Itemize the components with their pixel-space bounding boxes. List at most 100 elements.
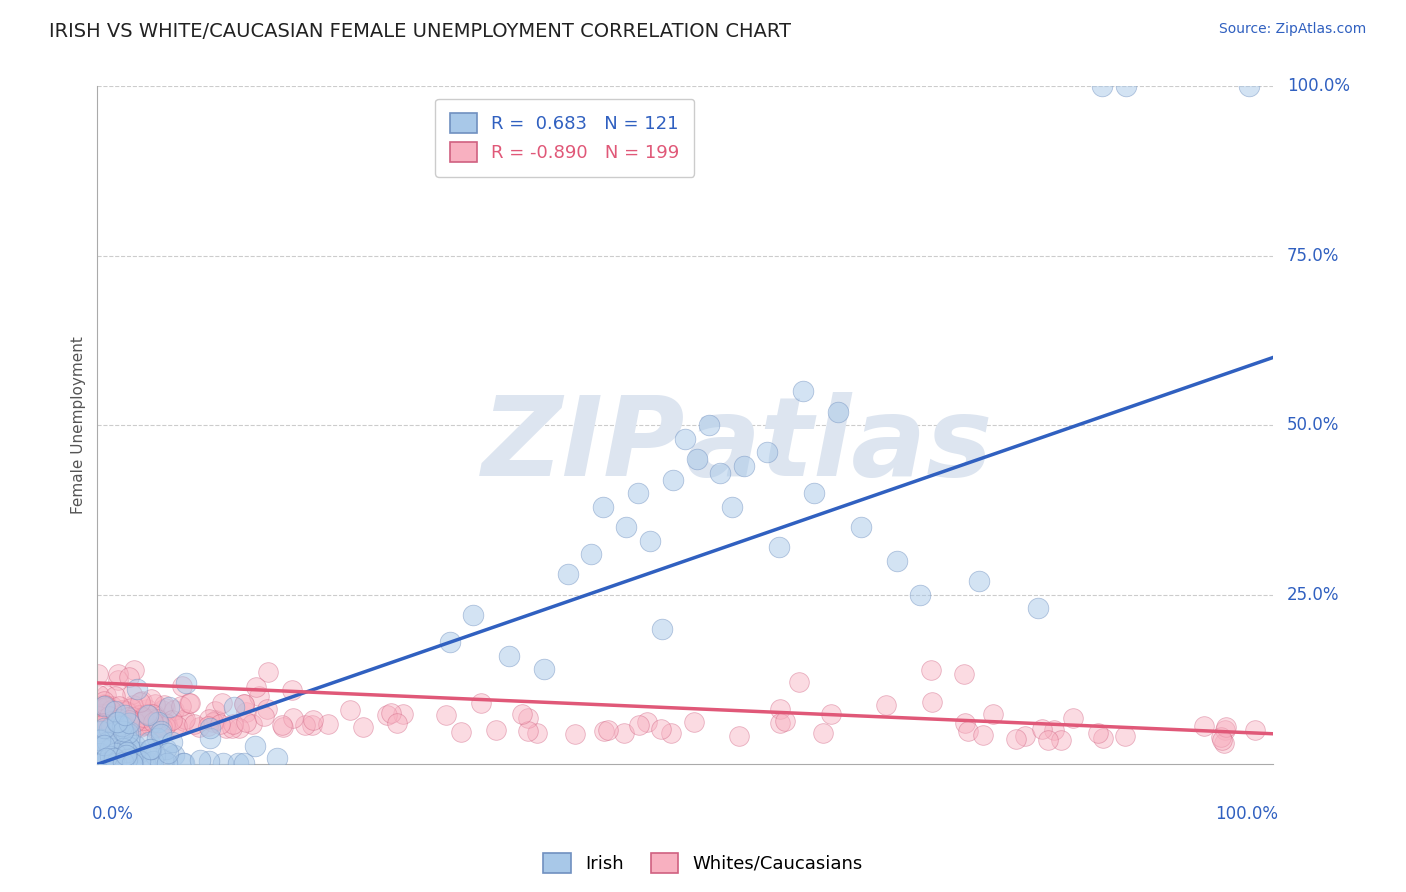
Point (198, 712, 221, 726)
Point (212, 756, 235, 770)
Point (197, 754, 219, 768)
Point (811, 726, 834, 740)
Point (439, 635, 461, 649)
Point (132, 713, 155, 727)
Point (183, 717, 205, 731)
Point (1211, 733, 1233, 747)
Point (266, 750, 288, 764)
Point (155, 741, 177, 756)
Point (100, 714, 122, 728)
Point (101, 754, 124, 768)
Point (100, 710, 122, 724)
Point (129, 695, 152, 709)
Point (100, 719, 122, 733)
Point (875, 698, 897, 712)
Point (352, 720, 374, 734)
Point (89, 712, 111, 726)
Point (101, 750, 124, 764)
Point (526, 726, 548, 740)
Point (115, 755, 138, 769)
Point (1215, 720, 1237, 734)
Point (122, 663, 145, 677)
Point (201, 714, 224, 729)
Point (93, 713, 115, 727)
Point (115, 748, 138, 763)
Point (91, 720, 114, 734)
Point (141, 712, 163, 726)
Point (108, 723, 131, 738)
Point (1213, 723, 1236, 738)
Point (87, 709, 110, 723)
Point (1049, 732, 1071, 747)
Text: atlas: atlas (685, 392, 993, 500)
Point (170, 698, 193, 713)
Point (636, 714, 658, 729)
Point (90, 731, 112, 746)
Point (90, 718, 112, 732)
Point (673, 432, 696, 446)
Point (93, 699, 115, 714)
Point (89, 703, 111, 717)
Point (281, 711, 304, 725)
Point (792, 384, 814, 399)
Point (173, 756, 195, 770)
Point (128, 708, 150, 723)
Text: 50.0%: 50.0% (1286, 417, 1340, 434)
Point (105, 720, 128, 734)
Point (1091, 731, 1114, 745)
Point (153, 716, 176, 731)
Point (709, 466, 731, 480)
Point (121, 755, 143, 769)
Point (121, 750, 143, 764)
Point (98, 719, 121, 733)
Point (204, 704, 226, 718)
Point (122, 713, 145, 727)
Point (104, 746, 127, 760)
Point (628, 718, 651, 732)
Text: 0.0%: 0.0% (91, 805, 134, 823)
Point (160, 713, 183, 727)
Point (516, 724, 538, 739)
Point (787, 674, 810, 689)
Point (232, 756, 254, 770)
Point (129, 745, 152, 759)
Point (112, 717, 135, 731)
Point (112, 719, 135, 733)
Point (662, 473, 685, 487)
Point (141, 706, 163, 721)
Point (103, 739, 125, 753)
Point (768, 541, 790, 555)
Point (613, 726, 636, 740)
Point (108, 754, 131, 768)
Point (157, 700, 180, 714)
Point (110, 703, 132, 717)
Point (90, 756, 112, 770)
Point (174, 676, 197, 690)
Point (117, 710, 139, 724)
Point (380, 706, 402, 720)
Legend: R =  0.683   N = 121, R = -0.890   N = 199: R = 0.683 N = 121, R = -0.890 N = 199 (436, 99, 695, 177)
Point (94, 706, 117, 721)
Point (163, 702, 186, 716)
Point (93, 698, 115, 712)
Point (510, 706, 533, 721)
Point (1014, 729, 1036, 743)
Point (97, 709, 120, 723)
Point (139, 717, 162, 731)
Point (1042, 723, 1064, 738)
Point (104, 689, 127, 703)
Point (302, 714, 325, 728)
Point (150, 727, 173, 741)
Point (163, 748, 186, 763)
Point (118, 669, 141, 683)
Point (89, 733, 111, 747)
Point (136, 706, 159, 721)
Point (920, 663, 942, 677)
Point (150, 703, 173, 717)
Point (131, 710, 153, 724)
Point (242, 717, 264, 731)
Point (153, 701, 176, 715)
Point (131, 694, 153, 708)
Point (1213, 736, 1236, 750)
Point (121, 709, 143, 723)
